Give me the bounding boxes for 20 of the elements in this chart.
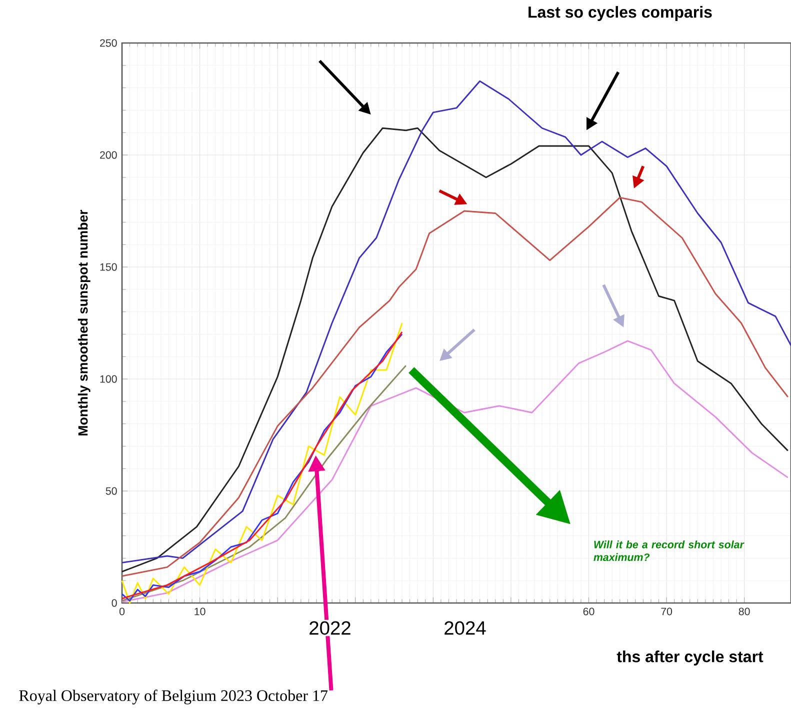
line-series [121, 196, 789, 577]
text: 2022 [310, 621, 350, 635]
line-series [121, 340, 789, 603]
annotation: Will it be a record short solar maximum? [594, 540, 744, 562]
y-tick-label: 100 [100, 375, 117, 383]
text: Royal Observatory of Belgium 2023 October 17 [19, 690, 328, 704]
y-tick-label: 200 [100, 151, 117, 159]
text: 2024 [444, 621, 486, 635]
x-tick-label: 80 [738, 608, 750, 616]
y-axis-title: Monthly smoothed sunspot number [78, 210, 90, 436]
x-axis-title: ths after cycle start [616, 650, 764, 666]
x-tick-label: 0 [119, 608, 125, 616]
y-tick-label: 50 [106, 487, 117, 495]
chart-title: Last so cycles comparis [528, 6, 712, 21]
y-tick-label: 150 [100, 263, 117, 271]
x-tick-label: 70 [661, 608, 672, 616]
y-tick-label: 0 [112, 599, 117, 607]
x-tick-label: 10 [194, 608, 206, 616]
x-tick-label: 60 [583, 608, 594, 616]
y-tick-label: 250 [100, 39, 117, 47]
